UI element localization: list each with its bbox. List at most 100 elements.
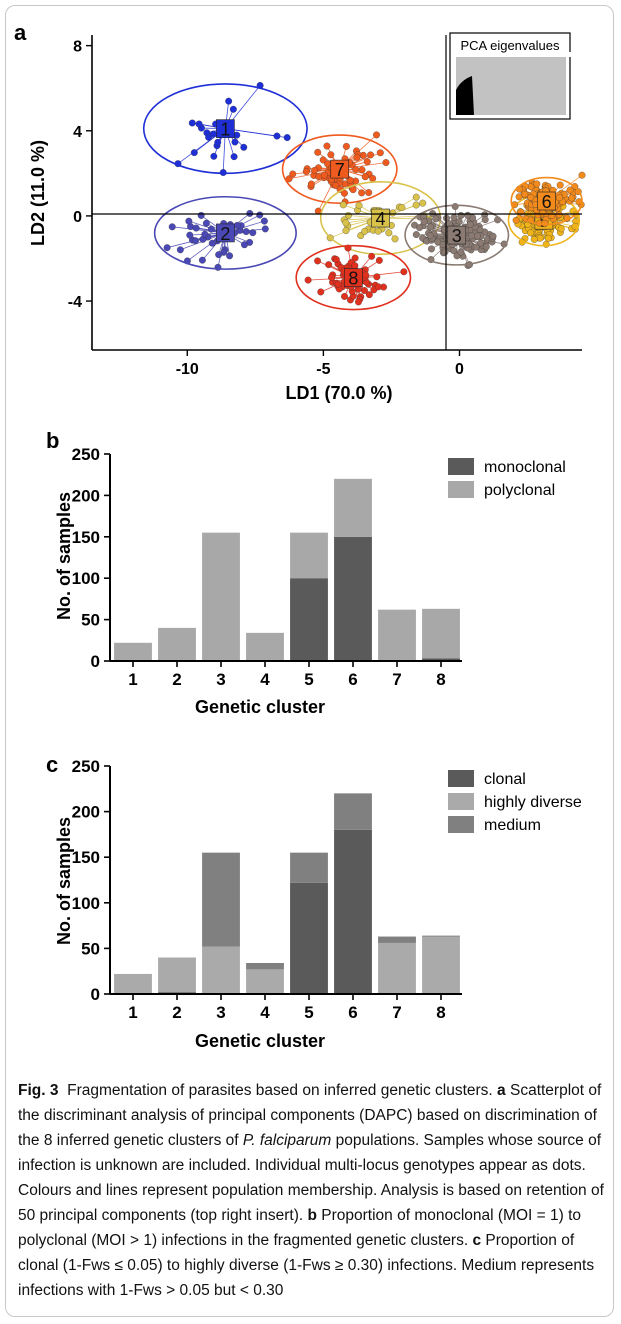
- bar-group-b: [114, 478, 460, 661]
- data-point: [323, 142, 331, 150]
- data-point: [482, 243, 490, 251]
- caption-c-label: c: [472, 1232, 482, 1249]
- bar-medium-3: [202, 852, 240, 947]
- bar-medium-8: [422, 935, 460, 937]
- cluster-1-ellipse: [142, 83, 308, 175]
- data-point: [195, 120, 203, 128]
- data-point: [226, 252, 234, 260]
- data-point: [363, 158, 371, 166]
- cluster-8-ellipse: [295, 244, 412, 311]
- data-point: [260, 217, 268, 225]
- data-point: [241, 241, 248, 249]
- x-tick-label: 7: [392, 670, 401, 689]
- bar-highly-diverse-8: [422, 936, 460, 994]
- cluster-2-centroid: [216, 223, 235, 243]
- data-point: [412, 201, 420, 209]
- caption-a-label: a: [497, 1082, 506, 1099]
- y-tick-label: 50: [81, 611, 100, 630]
- data-point: [466, 220, 474, 228]
- data-point: [556, 194, 563, 202]
- data-point: [472, 243, 480, 251]
- caption-a-text-2: populations. Samples whose source of inf…: [18, 1132, 604, 1224]
- data-point: [365, 291, 373, 299]
- data-point: [557, 225, 565, 233]
- legend-label-polyclonal: polyclonal: [484, 482, 555, 499]
- caption-b-text: Proportion of monoclonal (MOI = 1) to po…: [18, 1207, 582, 1249]
- caption-b-label: b: [307, 1207, 317, 1224]
- data-point: [533, 180, 541, 188]
- data-point: [367, 151, 375, 159]
- x-tick-label: 6: [348, 670, 357, 689]
- x-tick-label: 4: [260, 1003, 270, 1022]
- data-point: [176, 246, 184, 254]
- caption-title: Fragmentation of parasites based on infe…: [67, 1082, 493, 1099]
- data-point: [205, 133, 213, 141]
- y-tick-label: 250: [72, 445, 100, 464]
- x-tick-label: 2: [172, 1003, 181, 1022]
- data-point: [249, 229, 257, 237]
- data-point: [426, 232, 434, 240]
- data-point: [368, 252, 376, 260]
- y-tick-label: 4: [73, 124, 82, 141]
- bar-panel-b: b 1 2 3 4 5 6 7 8 0 50 100 150 200 250 Genetic cluste…: [46, 428, 566, 717]
- panel-label-b: b: [46, 428, 59, 453]
- x-tick-label: 8: [436, 670, 445, 689]
- data-point: [320, 171, 328, 179]
- data-point: [186, 231, 194, 239]
- data-point: [191, 237, 199, 245]
- data-point: [521, 190, 529, 198]
- x-tick-label: 5: [304, 1003, 313, 1022]
- data-point: [261, 225, 269, 233]
- data-point: [332, 182, 340, 189]
- legend-label-clonal: clonal: [484, 771, 526, 788]
- bar-highly-diverse-2: [158, 957, 196, 993]
- x-tick-label: 3: [216, 670, 225, 689]
- data-point: [374, 227, 382, 235]
- cluster-6-ellipse: [510, 176, 583, 226]
- cluster-7-ellipse: [281, 134, 398, 204]
- data-point: [527, 193, 535, 201]
- bar-monoclonal-8: [422, 658, 460, 661]
- data-point: [481, 216, 489, 224]
- y-tick-label: 100: [72, 894, 100, 913]
- data-point: [163, 244, 171, 252]
- data-point: [416, 224, 423, 232]
- y-tick-label: 8: [73, 39, 82, 56]
- legend-swatch-monoclonal: [448, 458, 474, 475]
- data-point: [332, 256, 340, 263]
- legend-b: monoclonal polyclonal: [448, 458, 566, 499]
- inset-title: PCA eigenvalues: [460, 38, 560, 53]
- data-point: [304, 276, 312, 284]
- cluster-7-label: 7: [335, 160, 345, 180]
- y-tick-label: 0: [91, 985, 100, 1004]
- y-tick-label: 250: [72, 757, 100, 776]
- data-point: [302, 168, 310, 175]
- data-point: [530, 235, 538, 243]
- x-tick-label: 5: [304, 670, 313, 689]
- data-point: [185, 217, 193, 225]
- data-point: [512, 216, 520, 224]
- caption-a-text-1: Scatterplot of the discriminant analysis…: [18, 1082, 602, 1149]
- data-point: [361, 227, 369, 235]
- cluster-1-points: 1: [142, 82, 308, 176]
- data-point: [355, 201, 363, 209]
- bar-medium-6: [334, 793, 372, 830]
- data-point: [256, 211, 264, 219]
- x-tick-label: 2: [172, 670, 181, 689]
- data-point: [428, 245, 435, 253]
- data-point: [426, 223, 434, 231]
- data-point: [339, 201, 347, 209]
- data-point: [317, 288, 325, 296]
- data-point: [412, 231, 420, 239]
- data-point: [391, 235, 399, 243]
- cluster-2-ellipse: [153, 195, 297, 270]
- data-point: [225, 97, 233, 105]
- data-point: [285, 175, 293, 183]
- data-point: [242, 228, 250, 236]
- data-point: [373, 273, 381, 281]
- legend-label-monoclonal: monoclonal: [484, 459, 566, 476]
- data-point: [202, 219, 210, 227]
- data-point: [457, 248, 465, 256]
- bar-monoclonal-5: [290, 578, 328, 661]
